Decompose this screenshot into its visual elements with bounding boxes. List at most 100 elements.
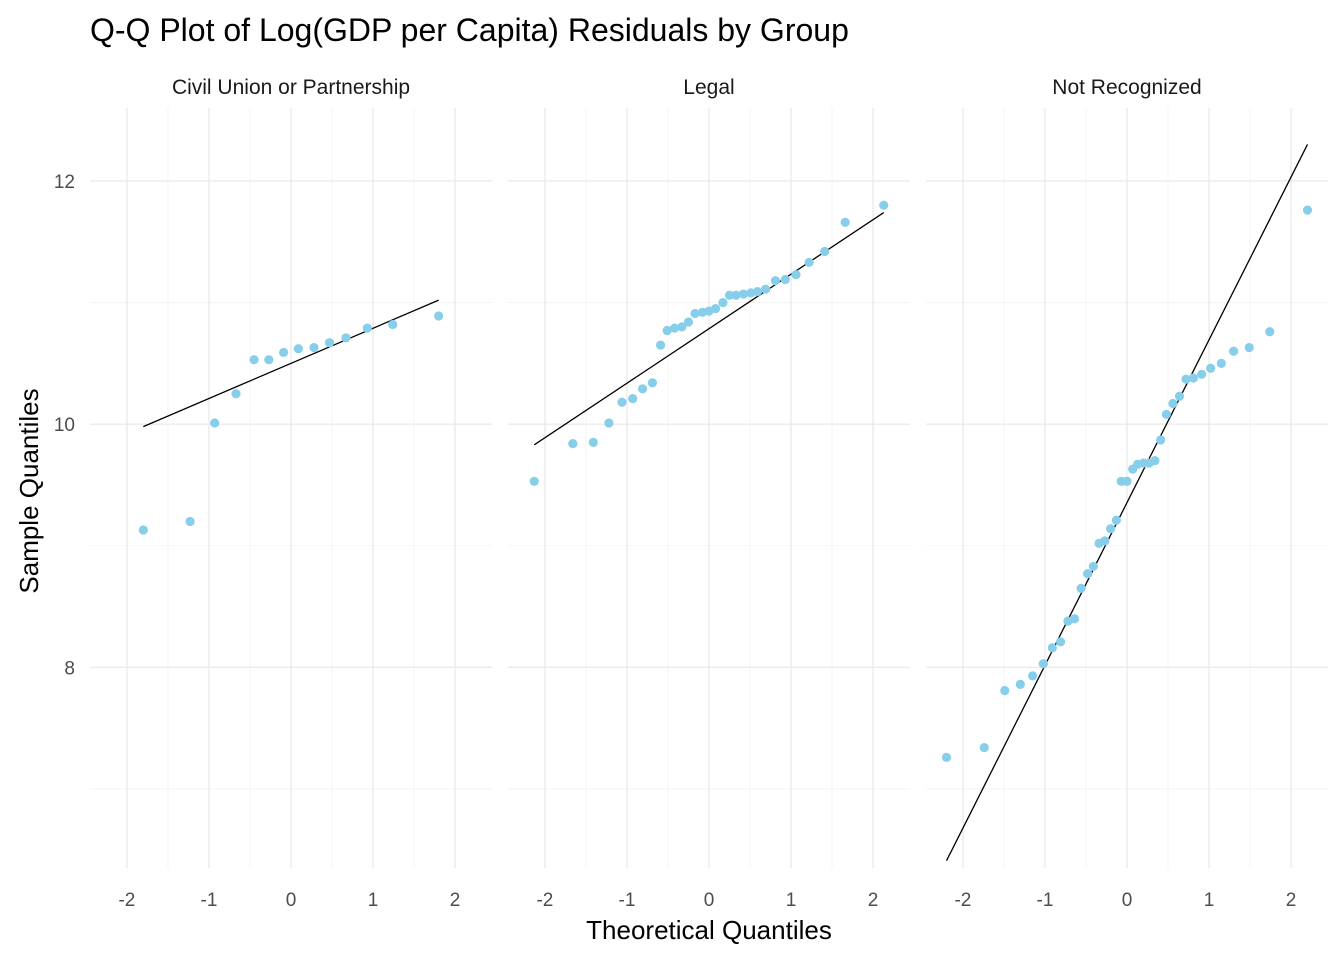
- y-tick-label: 12: [54, 172, 75, 193]
- x-tick-label: 2: [1286, 890, 1297, 911]
- qq-point: [1100, 536, 1110, 546]
- chart-title: Q-Q Plot of Log(GDP per Capita) Residual…: [90, 12, 849, 48]
- facet-label: Civil Union or Partnership: [172, 76, 410, 99]
- qq-point: [1188, 373, 1199, 383]
- qq-point: [1216, 358, 1226, 368]
- x-tick-label: -2: [954, 890, 971, 911]
- qq-point: [780, 274, 790, 285]
- qq-point: [752, 287, 763, 297]
- qq-reference-line: [945, 144, 1309, 861]
- qq-point: [655, 340, 666, 350]
- qq-point: [1161, 409, 1171, 420]
- facet-panels: Civil Union or Partnership-2 -1 0 1 2Legal-2…: [54, 76, 1328, 911]
- x-tick-label: 0: [704, 890, 715, 911]
- x-tick-label: -2: [536, 890, 553, 911]
- y-axis-title: Sample Quantiles: [14, 388, 44, 593]
- x-tick-label: 1: [786, 890, 797, 911]
- qq-point: [1069, 614, 1080, 624]
- facet-label: Legal: [683, 76, 734, 99]
- qq-point: [434, 311, 444, 321]
- qq-point: [1076, 583, 1086, 593]
- qq-point: [791, 269, 801, 280]
- x-tick-label: 2: [450, 890, 461, 911]
- qq-point: [979, 743, 989, 753]
- qq-point: [1302, 205, 1313, 215]
- qq-point: [647, 378, 657, 388]
- x-axis-title: Theoretical Quantiles: [586, 915, 832, 945]
- qq-point: [1028, 671, 1038, 681]
- qq-point: [1168, 398, 1178, 409]
- qq-point: [1083, 569, 1093, 579]
- qq-point: [1174, 391, 1185, 401]
- qq-point: [279, 347, 289, 358]
- qq-point: [588, 437, 598, 447]
- qq-point: [1181, 374, 1191, 384]
- qq-point: [761, 284, 771, 294]
- qq-point: [662, 325, 672, 336]
- qq-point: [690, 308, 700, 319]
- qq-point: [264, 355, 274, 365]
- qq-point: [1038, 659, 1048, 669]
- x-tick-label: 1: [1204, 890, 1215, 911]
- qq-point: [309, 342, 319, 353]
- qq-point: [1265, 327, 1275, 337]
- qq-point: [731, 290, 741, 300]
- facet-label: Not Recognized: [1052, 76, 1201, 99]
- qq-point: [724, 290, 735, 300]
- qq-point: [628, 394, 638, 404]
- qq-point: [185, 516, 195, 527]
- qq-point: [293, 344, 303, 354]
- qq-point: [1150, 456, 1160, 466]
- qq-point: [683, 317, 694, 327]
- qq-point: [138, 525, 148, 535]
- qq-point: [677, 322, 687, 332]
- panel-not-recognized: Not Recognized -2 -1 0 1 2: [926, 76, 1328, 911]
- qq-point: [718, 297, 728, 308]
- qq-point: [669, 323, 680, 333]
- qq-point: [1088, 561, 1098, 572]
- qq-point: [568, 439, 578, 449]
- qq-point: [1197, 369, 1207, 379]
- qq-point: [840, 217, 850, 227]
- qq-point: [820, 246, 830, 257]
- qq-point: [738, 289, 749, 299]
- qq-point: [1206, 363, 1216, 373]
- qq-point: [231, 389, 241, 399]
- qq-point: [341, 333, 351, 343]
- qq-point: [1015, 679, 1025, 689]
- x-tick-label: -1: [201, 890, 218, 911]
- qq-point: [324, 338, 335, 348]
- x-tick-label: -1: [1037, 890, 1054, 911]
- qq-point: [879, 200, 889, 210]
- x-tick-label: 2: [868, 890, 879, 911]
- qq-point: [804, 257, 814, 268]
- y-tick-label: 10: [54, 415, 75, 436]
- qq-point: [1055, 637, 1066, 647]
- qq-point: [1047, 643, 1057, 653]
- qq-point: [1122, 476, 1132, 486]
- qq-point: [710, 304, 721, 314]
- x-tick-label: 0: [1122, 890, 1133, 911]
- qq-point: [249, 355, 259, 365]
- qq-point: [637, 384, 648, 394]
- x-tick-label: 1: [368, 890, 379, 911]
- qq-point: [1111, 515, 1121, 525]
- qq-point: [617, 397, 627, 407]
- qq-point: [210, 418, 220, 428]
- qq-reference-line: [143, 299, 439, 428]
- qq-point: [362, 323, 372, 333]
- qq-point: [1000, 685, 1010, 696]
- qq-point: [388, 319, 398, 330]
- qq-point: [604, 418, 614, 428]
- x-tick-label: -1: [619, 890, 636, 911]
- x-tick-label: -2: [118, 890, 135, 911]
- qq-point: [1244, 342, 1254, 353]
- qq-point: [1156, 435, 1166, 445]
- x-tick-label: 0: [286, 890, 297, 911]
- panel-legal: Legal -2 -1 0 1 2: [508, 76, 910, 911]
- panel-civil-union-or-partnership: Civil Union or Partnership -2 -1 0 1 2: [90, 76, 492, 911]
- qq-point: [1229, 346, 1239, 356]
- qq-point: [529, 476, 539, 486]
- qq-point: [941, 752, 952, 762]
